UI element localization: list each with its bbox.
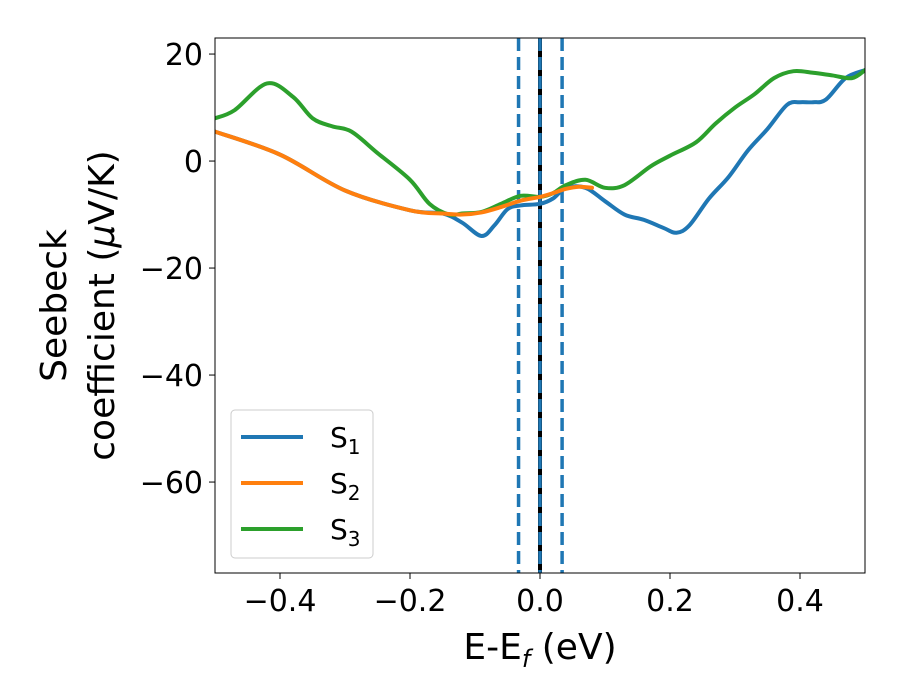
y-axis-ticks: 20 0 −20 −40 −60 — [140, 38, 215, 501]
y-tick-label: 0 — [184, 145, 203, 180]
x-tick-label: −0.4 — [244, 584, 317, 619]
y-tick-label: −20 — [140, 252, 203, 287]
legend-label-s3: S3 — [330, 513, 361, 551]
x-tick-label: 0.4 — [776, 584, 824, 619]
x-axis-ticks: −0.4 −0.2 0.0 0.2 0.4 — [244, 573, 824, 619]
x-tick-label: 0.2 — [646, 584, 694, 619]
y-tick-label: 20 — [165, 38, 203, 73]
y-axis-title-line2: coefficient (μV/K) — [82, 150, 123, 460]
y-tick-label: −40 — [140, 359, 203, 394]
legend-label-s2: S2 — [330, 467, 361, 505]
y-tick-label: −60 — [140, 466, 203, 501]
series-line-s1 — [215, 68, 865, 238]
series-line-s2 — [215, 129, 594, 217]
x-tick-label: 0.0 — [516, 584, 564, 619]
x-tick-label: −0.2 — [374, 584, 447, 619]
series-lines — [215, 68, 865, 238]
y-axis-title: Seebeck coefficient (μV/K) — [34, 150, 123, 460]
y-axis-title-line1: Seebeck — [34, 229, 75, 382]
legend: S1 S2 S3 — [230, 409, 374, 559]
fermi-level-lines — [516, 38, 564, 573]
x-axis-title: E-Ef (eV) — [463, 627, 616, 673]
legend-label-s1: S1 — [330, 421, 361, 459]
